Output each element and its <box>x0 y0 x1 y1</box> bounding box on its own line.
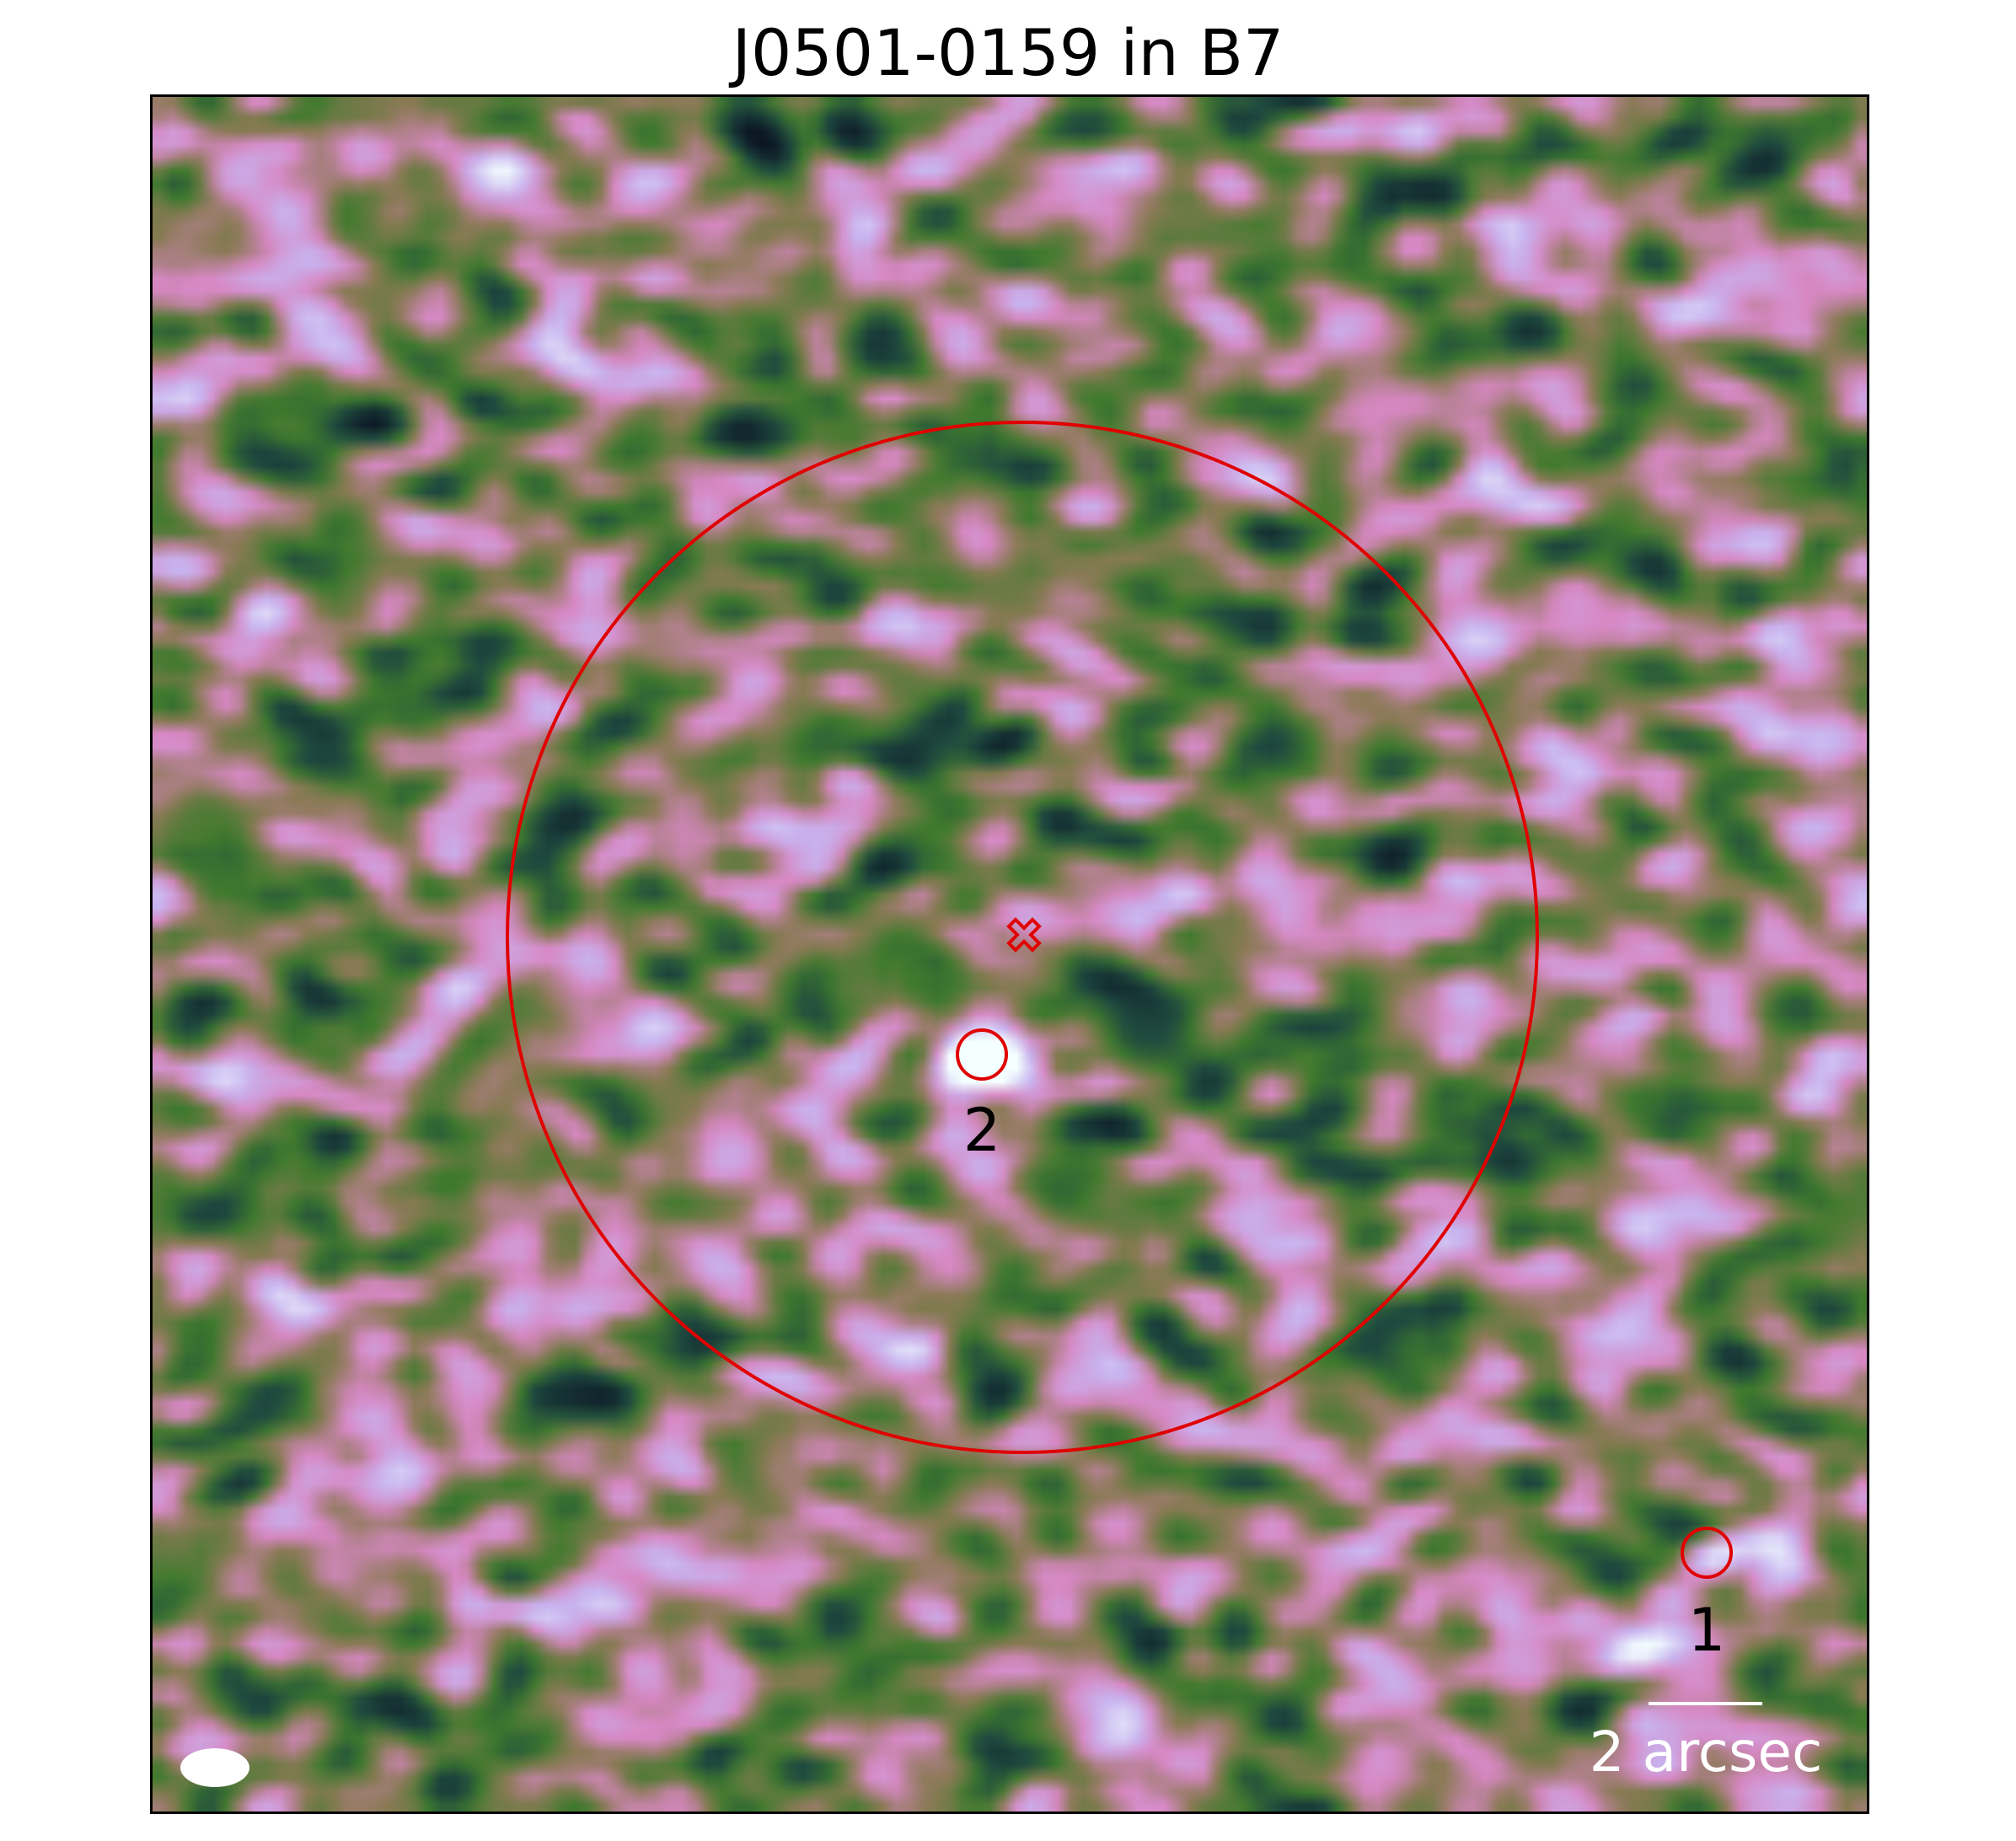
figure-title: J0501-0159 in B7 <box>732 15 1284 90</box>
map-panel: 2 1 2 arcsec <box>150 94 1869 1814</box>
primary-beam-circle <box>506 421 1539 1454</box>
phase-center-x-cross-icon <box>1006 917 1042 953</box>
synthesized-beam-ellipse <box>180 1748 249 1787</box>
source-1-label: 1 <box>1688 1596 1726 1665</box>
source-1-marker <box>1681 1527 1733 1579</box>
source-2-marker <box>956 1028 1008 1081</box>
source-2-label: 2 <box>963 1096 1001 1165</box>
continuum-map-image <box>153 97 1867 1811</box>
scale-bar-label: 2 arcsec <box>1590 1720 1823 1785</box>
map-overlay: 2 1 2 arcsec <box>180 421 1823 1787</box>
